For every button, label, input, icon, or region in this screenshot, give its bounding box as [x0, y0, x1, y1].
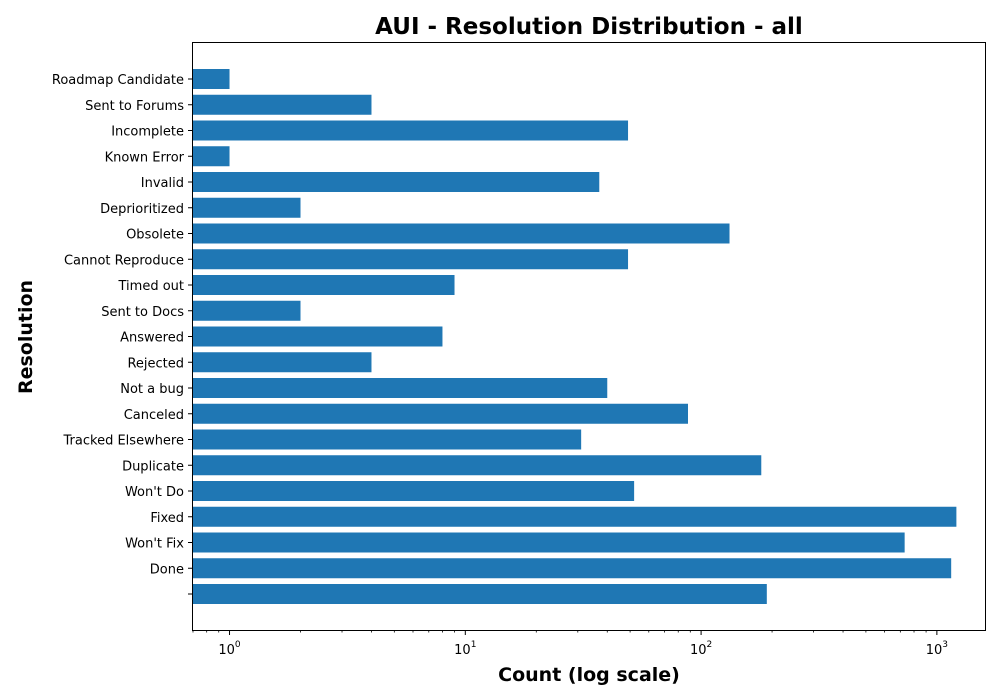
y-tick-label: Cannot Reproduce [64, 253, 184, 268]
bar [193, 275, 455, 295]
chart-title: AUI - Resolution Distribution - all [375, 14, 803, 40]
bar [193, 403, 688, 424]
x-axis-ticks: 100 101 102 103 [192, 630, 948, 658]
y-axis-label: Resolution [15, 280, 37, 394]
bar [193, 429, 582, 450]
y-tick-label: Won't Fix [125, 537, 184, 552]
x-tick-label: 103 [926, 640, 948, 658]
x-axis-label: Count (log scale) [498, 664, 680, 686]
bar [193, 481, 635, 501]
bar [193, 326, 443, 347]
y-tick-label: Not a bug [120, 382, 184, 397]
y-tick-label: Rejected [127, 356, 184, 371]
y-tick-label: Won't Do [125, 485, 184, 500]
y-tick-label: Roadmap Candidate [52, 73, 184, 88]
y-tick-label: Known Error [105, 150, 185, 165]
y-tick-label: Duplicate [122, 459, 184, 474]
y-tick-label: Timed out [118, 279, 185, 294]
y-tick-label: Answered [120, 331, 184, 346]
bar [193, 352, 372, 373]
bar [193, 223, 730, 244]
bar [193, 532, 905, 553]
y-axis-ticks: Done Won't Fix Fixed Won't Do Duplicate Track… [52, 73, 193, 595]
bar [193, 146, 230, 167]
bar [193, 197, 301, 218]
y-tick-label: Sent to Docs [101, 305, 184, 320]
y-tick-label: Tracked Elsewhere [63, 434, 184, 449]
bar [193, 172, 600, 192]
y-tick-label: Deprioritized [100, 202, 184, 217]
bar [193, 584, 767, 604]
x-tick-label: 101 [454, 640, 476, 658]
bar [193, 249, 629, 270]
bars [193, 69, 957, 604]
x-tick-label: 102 [690, 640, 712, 658]
y-tick-label: Fixed [150, 511, 184, 526]
y-tick-label: Obsolete [126, 228, 184, 243]
bar [193, 378, 608, 398]
bar [193, 94, 372, 115]
x-tick-label: 100 [218, 640, 241, 658]
y-tick-label: Invalid [141, 176, 184, 191]
bar [193, 120, 629, 141]
y-tick-label: Sent to Forums [85, 99, 184, 114]
bar [193, 558, 952, 579]
bar [193, 506, 957, 527]
y-tick-label: Canceled [124, 408, 184, 423]
y-tick-label: Done [150, 562, 184, 577]
y-tick-label: Incomplete [111, 125, 184, 140]
bar [193, 300, 301, 321]
bar [193, 69, 230, 89]
bar [193, 455, 762, 476]
